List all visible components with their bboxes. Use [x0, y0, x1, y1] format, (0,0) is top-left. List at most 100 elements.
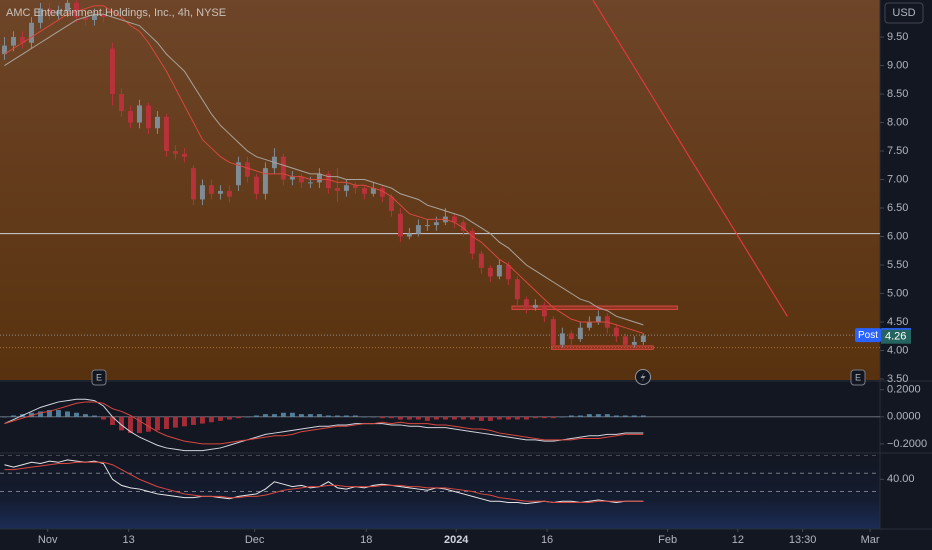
histogram-bar	[217, 416, 223, 421]
histogram-bar	[388, 416, 394, 419]
candle-body	[631, 341, 637, 345]
y-tick-label: 0.2000	[887, 384, 921, 396]
candle-body	[65, 2, 70, 12]
y-tick-label: 0.0000	[887, 411, 921, 423]
x-tick-label: 2024	[444, 534, 469, 546]
histogram-bar	[154, 416, 160, 431]
histogram-bar	[343, 415, 349, 417]
histogram-bar	[38, 411, 43, 417]
histogram-bar	[172, 416, 178, 428]
candle-body	[154, 116, 160, 129]
histogram-bar	[352, 415, 358, 417]
candle-body	[514, 279, 520, 300]
candle-body	[136, 105, 142, 123]
candle-body	[469, 230, 475, 254]
x-tick-label: Mar	[861, 534, 880, 546]
candle-body	[244, 162, 250, 177]
histogram-bar	[640, 415, 646, 417]
currency-button[interactable]	[884, 2, 924, 24]
histogram-bar	[190, 416, 196, 425]
histogram-bar	[101, 416, 106, 420]
histogram-bar	[523, 416, 529, 420]
candle-body	[622, 336, 628, 345]
candle-body	[460, 222, 466, 231]
candle-body	[325, 173, 331, 189]
candle-body	[370, 188, 376, 194]
earnings-label[interactable]: E	[96, 372, 102, 382]
histogram-bar	[181, 416, 187, 427]
y-tick-label: 4.00	[887, 344, 908, 356]
candle-body	[289, 176, 295, 180]
histogram-bar	[11, 415, 16, 417]
candle-body	[406, 233, 412, 237]
histogram-bar	[83, 414, 88, 417]
indicator-line	[4, 13, 644, 326]
candle-body	[451, 216, 457, 223]
candle-body	[190, 168, 196, 200]
earnings-icon[interactable]	[91, 369, 107, 386]
histogram-bar	[586, 414, 592, 417]
candle-body	[217, 190, 223, 194]
candle-body	[577, 327, 583, 340]
histogram-bar	[361, 416, 367, 418]
candle-body	[262, 168, 268, 194]
indicator-line	[4, 398, 644, 452]
histogram-bar	[298, 414, 304, 417]
histogram-bar	[415, 416, 421, 420]
indicator-line	[4, 401, 644, 445]
histogram-bar	[541, 416, 547, 419]
histogram-bar	[613, 415, 619, 417]
histogram-bar	[65, 411, 70, 417]
candle-body	[595, 316, 601, 323]
candle-body	[541, 304, 547, 317]
earnings-icon[interactable]	[850, 369, 866, 386]
candle-body	[11, 37, 16, 46]
post-tag-bg	[855, 328, 881, 343]
histogram-bar	[496, 416, 502, 420]
histogram-bar	[289, 412, 295, 417]
y-tick-label: 5.50	[887, 259, 908, 271]
x-tick-label: 16	[541, 534, 553, 546]
candle-body	[559, 333, 565, 345]
candle-body	[38, 8, 43, 23]
y-tick-label: 8.50	[887, 88, 908, 100]
candle-body	[226, 190, 232, 197]
histogram-bar	[208, 416, 214, 423]
histogram-bar	[244, 416, 250, 418]
x-tick-label: 12	[732, 534, 744, 546]
earnings-label[interactable]: E	[855, 372, 861, 382]
candle-body	[424, 225, 430, 227]
histogram-bar	[460, 416, 466, 420]
histogram-bar	[505, 416, 511, 420]
histogram-bar	[110, 416, 115, 425]
candle-body	[20, 37, 25, 43]
histogram-bar	[199, 416, 205, 424]
currency-label[interactable]: USD	[892, 7, 915, 19]
y-tick-label: −0.2000	[887, 438, 927, 450]
candle-body	[145, 105, 151, 129]
histogram-bar	[532, 416, 538, 419]
histogram-bar	[2, 416, 7, 418]
histogram-bar	[29, 412, 34, 417]
candle-body	[199, 185, 205, 200]
y-tick-label: 9.00	[887, 59, 908, 71]
y-tick-label: 8.00	[887, 116, 908, 128]
candle-body	[379, 188, 385, 197]
histogram-bar	[325, 415, 331, 417]
y-tick-label: 5.00	[887, 287, 908, 299]
y-tick-label: 9.50	[887, 31, 908, 43]
x-tick-label: 18	[360, 534, 372, 546]
last-price-label: 4.26	[885, 331, 906, 343]
histogram-bar	[127, 416, 133, 434]
candle-body	[208, 185, 214, 194]
histogram-bar	[316, 414, 322, 417]
candle-body	[92, 14, 97, 20]
main-layer	[0, 0, 880, 351]
y-tick-label: 6.00	[887, 230, 908, 242]
candle-body	[487, 267, 493, 277]
candle-body	[361, 188, 367, 194]
histogram-bar	[280, 412, 286, 417]
candle-body	[388, 196, 394, 211]
y-tick-label: 4.50	[887, 316, 908, 328]
